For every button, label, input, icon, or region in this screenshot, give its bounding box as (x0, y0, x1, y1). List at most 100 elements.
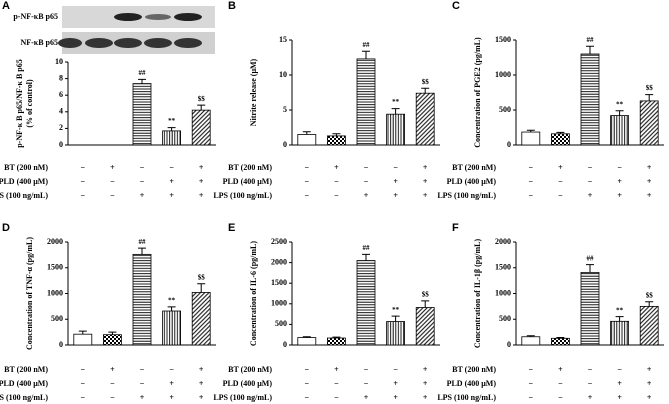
treatment-mark: + (169, 379, 174, 388)
significance-mark: $$ (198, 95, 206, 103)
treatment-mark: + (140, 191, 145, 200)
error-bar (391, 108, 400, 115)
treatment-mark: − (81, 379, 86, 388)
significance-mark: ## (139, 69, 147, 77)
treatment-mark: + (393, 393, 398, 402)
y-tick-label: 10 (279, 70, 287, 79)
treatment-mark: − (529, 393, 534, 402)
treatment-mark: − (558, 177, 563, 186)
panel-label: C (452, 0, 460, 12)
treatment-mark: + (199, 177, 204, 186)
significance-mark: ## (363, 41, 371, 49)
treatment-mark: − (588, 177, 593, 186)
treatment-mark: − (81, 393, 86, 402)
treatment-mark: − (393, 163, 398, 172)
significance-mark: ## (363, 244, 371, 252)
treatment-mark: + (423, 163, 428, 172)
bar (326, 135, 346, 146)
significance-mark: $$ (646, 84, 654, 92)
error-bar (362, 50, 370, 59)
treatment-mark: − (305, 163, 310, 172)
treatment-label: PLD (400 μM) (223, 379, 273, 388)
treatment-label: LPS (100 ng/mL) (0, 191, 48, 200)
error-bar (391, 315, 400, 322)
error-bar (332, 133, 341, 136)
y-tick-label: 500 (499, 314, 511, 323)
bar (356, 58, 376, 146)
y-tick-label: 8 (59, 73, 63, 82)
treatment-mark: − (140, 379, 145, 388)
treatment-label: BT (200 nM) (4, 163, 48, 172)
y-axis-label: Concentration of TNF-α (pg/mL) (25, 237, 34, 350)
y-tick-label: 500 (275, 319, 287, 328)
treatment-mark: − (529, 379, 534, 388)
treatment-mark: − (305, 379, 310, 388)
treatment-label: BT (200 nM) (452, 365, 496, 374)
error-bar (302, 131, 311, 135)
treatment-mark: − (81, 365, 86, 374)
treatment-mark: − (305, 393, 310, 402)
treatment-mark: + (647, 191, 652, 200)
bar (521, 131, 541, 146)
error-bar (332, 336, 341, 338)
error-bar (197, 104, 206, 111)
treatment-mark: + (334, 163, 339, 172)
panel-label: D (2, 222, 10, 234)
treatment-mark: + (647, 379, 652, 388)
error-bar (362, 253, 370, 261)
treatment-mark: − (393, 365, 398, 374)
y-tick-label: 1500 (47, 263, 63, 272)
bar (191, 109, 211, 146)
bar (580, 271, 600, 346)
treatment-mark: + (647, 365, 652, 374)
treatment-mark: − (169, 365, 174, 374)
treatment-mark: − (588, 379, 593, 388)
error-bar (302, 336, 311, 338)
treatment-mark: + (617, 379, 622, 388)
error-bar (556, 131, 565, 134)
treatment-mark: + (393, 191, 398, 200)
treatment-mark: + (364, 393, 369, 402)
significance-mark: ## (587, 36, 595, 44)
treatment-label: PLD (400 μM) (0, 379, 48, 388)
bar (610, 115, 629, 146)
significance-mark: $$ (422, 78, 430, 86)
error-bar (615, 110, 624, 116)
bar (297, 134, 317, 146)
treatment-mark: − (110, 191, 115, 200)
treatment-mark: + (110, 365, 115, 374)
treatment-label: PLD (400 μM) (447, 177, 497, 186)
treatment-mark: − (529, 163, 534, 172)
treatment-mark: + (364, 191, 369, 200)
treatment-mark: − (558, 393, 563, 402)
bar (639, 100, 659, 146)
treatment-mark: − (140, 163, 145, 172)
treatment-mark: − (364, 177, 369, 186)
y-tick-label: 2500 (271, 237, 287, 246)
treatment-mark: − (110, 379, 115, 388)
y-tick-label: 0 (507, 140, 511, 149)
treatment-mark: − (305, 177, 310, 186)
error-bar (138, 247, 146, 255)
error-bar (645, 301, 654, 307)
treatment-mark: − (81, 191, 86, 200)
treatment-mark: − (140, 365, 145, 374)
error-bar (615, 316, 624, 322)
y-tick-label: 6 (59, 90, 63, 99)
bar (639, 305, 659, 346)
bar (551, 337, 570, 346)
treatment-mark: + (393, 177, 398, 186)
significance-mark: ** (392, 306, 400, 314)
treatment-mark: − (588, 163, 593, 172)
significance-mark: $$ (422, 291, 430, 299)
treatment-mark: − (617, 163, 622, 172)
bar (73, 333, 93, 346)
treatment-mark: + (617, 393, 622, 402)
treatment-mark: + (558, 365, 563, 374)
significance-mark: ** (168, 296, 176, 304)
y-tick-label: 500 (51, 314, 63, 323)
treatment-label: LPS (100 ng/mL) (437, 393, 496, 402)
bar (132, 253, 152, 346)
y-tick-label: 0 (283, 340, 287, 349)
